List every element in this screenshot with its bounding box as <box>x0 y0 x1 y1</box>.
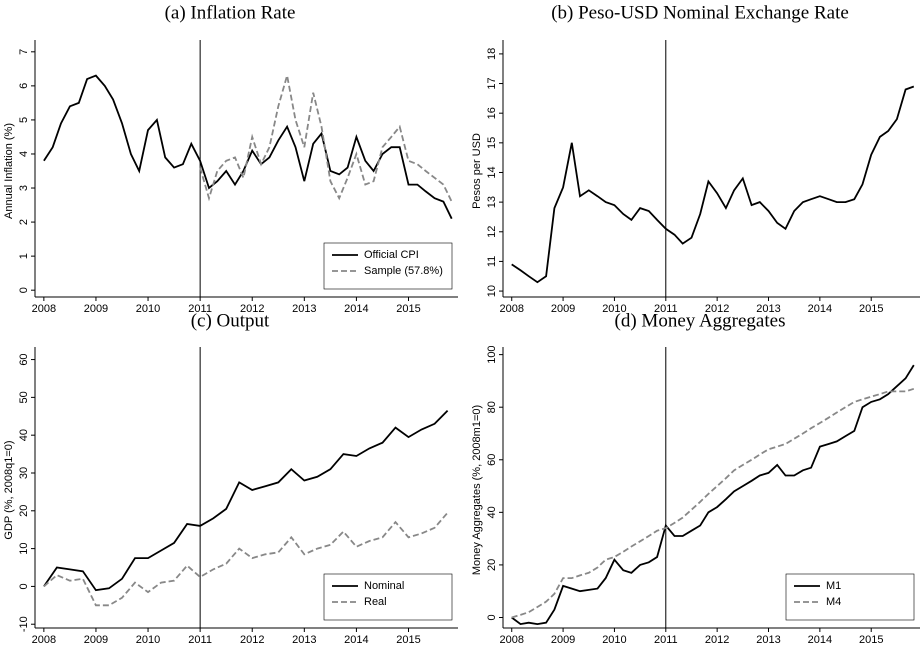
x-tick-label: 2008 <box>32 634 56 646</box>
x-tick-label: 2014 <box>344 303 368 315</box>
x-tick-label: 2014 <box>808 634 832 646</box>
x-tick-label: 2015 <box>859 634 883 646</box>
x-tick-label: 2010 <box>136 634 160 646</box>
x-tick-label: 2013 <box>292 634 316 646</box>
y-tick-label: 0 <box>486 614 498 620</box>
y-tick-label: -10 <box>18 616 30 632</box>
x-tick-label: 2011 <box>188 634 212 646</box>
chart-title: (c) Output <box>191 310 270 331</box>
legend-label: Nominal <box>364 580 404 592</box>
y-tick-label: 40 <box>486 506 498 518</box>
x-tick-label: 2015 <box>396 634 420 646</box>
chart-title: (d) Money Aggregates <box>615 310 786 331</box>
x-tick-label: 2010 <box>602 303 626 315</box>
y-tick-label: 20 <box>486 559 498 571</box>
legend-box <box>323 242 453 290</box>
legend-label: Real <box>364 596 387 608</box>
y-tick-label: 50 <box>18 391 30 403</box>
legend-box <box>785 573 915 621</box>
legend-label: Sample (57.8%) <box>364 265 443 277</box>
y-tick-label: 80 <box>486 401 498 413</box>
chart-title: (a) Inflation Rate <box>165 2 296 23</box>
y-tick-label: 14 <box>486 166 498 178</box>
x-tick-label: 2013 <box>292 303 316 315</box>
y-tick-label: 16 <box>486 107 498 119</box>
y-tick-label: 17 <box>486 77 498 89</box>
x-tick-label: 2015 <box>396 303 420 315</box>
x-tick-label: 2013 <box>756 634 780 646</box>
x-tick-label: 2008 <box>32 303 56 315</box>
x-tick-label: 2008 <box>499 634 523 646</box>
y-tick-label: 18 <box>486 48 498 60</box>
x-tick-label: 2009 <box>84 303 108 315</box>
y-axis-label: GDP (%, 2008q1=0) <box>3 440 15 539</box>
x-tick-label: 2014 <box>344 634 368 646</box>
x-tick-label: 2012 <box>705 303 729 315</box>
y-tick-label: 7 <box>18 49 30 55</box>
series-line <box>511 85 915 284</box>
x-tick-label: 2015 <box>859 303 883 315</box>
series-line <box>511 364 915 626</box>
x-tick-label: 2011 <box>654 303 678 315</box>
series-line <box>511 387 915 619</box>
x-tick-label: 2012 <box>240 303 264 315</box>
legend-label: M4 <box>826 596 841 608</box>
legend-label: M1 <box>826 580 841 592</box>
y-tick-label: 60 <box>486 454 498 466</box>
y-tick-label: 10 <box>18 542 30 554</box>
x-tick-label: 2010 <box>136 303 160 315</box>
x-tick-label: 2009 <box>551 303 575 315</box>
y-tick-label: 5 <box>18 117 30 123</box>
chart-title: (b) Peso-USD Nominal Exchange Rate <box>551 2 849 23</box>
y-tick-label: 40 <box>18 429 30 441</box>
y-axis-label: Pesos per USD <box>471 133 483 209</box>
series-line <box>43 409 449 592</box>
x-tick-label: 2009 <box>84 634 108 646</box>
x-tick-label: 2012 <box>240 634 264 646</box>
series-line <box>43 74 453 220</box>
x-tick-label: 2011 <box>188 303 212 315</box>
x-tick-label: 2011 <box>654 634 678 646</box>
y-tick-label: 2 <box>18 219 30 225</box>
y-tick-label: 100 <box>486 345 498 363</box>
y-tick-label: 12 <box>486 226 498 238</box>
y-tick-label: 3 <box>18 185 30 191</box>
y-tick-label: 0 <box>18 583 30 589</box>
legend-box <box>323 573 453 621</box>
series-line <box>199 75 453 202</box>
legend-label: Official CPI <box>364 249 419 261</box>
x-tick-label: 2009 <box>551 634 575 646</box>
y-tick-label: 0 <box>18 287 30 293</box>
series-line <box>43 512 449 607</box>
y-tick-label: 15 <box>486 137 498 149</box>
y-axis-label: Money Aggregates (%, 2008m1=0) <box>471 405 483 575</box>
y-tick-label: 6 <box>18 83 30 89</box>
y-axis-label: Annual Inflation (%) <box>3 123 15 219</box>
x-tick-label: 2014 <box>808 303 832 315</box>
y-tick-label: 10 <box>486 285 498 297</box>
y-tick-label: 13 <box>486 196 498 208</box>
y-tick-label: 1 <box>18 253 30 259</box>
y-tick-label: 4 <box>18 151 30 157</box>
x-tick-label: 2013 <box>756 303 780 315</box>
x-tick-label: 2012 <box>705 634 729 646</box>
legend: Nominal Real <box>323 573 453 621</box>
y-tick-label: 30 <box>18 467 30 479</box>
y-tick-label: 11 <box>486 256 498 267</box>
x-tick-label: 2008 <box>499 303 523 315</box>
y-tick-label: 60 <box>18 353 30 365</box>
y-tick-label: 20 <box>18 505 30 517</box>
x-tick-label: 2010 <box>602 634 626 646</box>
legend: Official CPI Sample (57.8%) <box>323 242 453 290</box>
